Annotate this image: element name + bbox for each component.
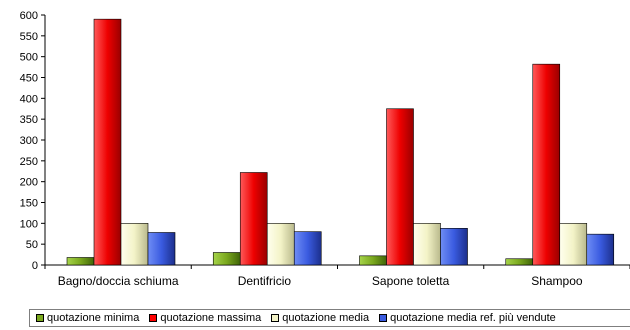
y-tick-label: 0 xyxy=(32,260,38,272)
legend-item: quotazione media ref. più vendute xyxy=(379,312,556,324)
x-category-label: Dentifricio xyxy=(238,274,292,288)
y-tick-label: 500 xyxy=(20,52,38,64)
legend-item: quotazione media xyxy=(271,312,369,324)
bar-quotazione-media-ref-pi-vendute-3 xyxy=(586,233,615,266)
x-category-label: Sapone toletta xyxy=(372,274,450,288)
y-tick-label: 400 xyxy=(20,93,38,105)
bar-quotazione-media-ref-pi-vendute-1 xyxy=(293,231,322,266)
bar-quotazione-minima-1 xyxy=(212,252,241,266)
y-tick-label: 550 xyxy=(20,31,38,43)
y-tick-label: 350 xyxy=(20,114,38,126)
bar-quotazione-media-ref-pi-vendute-0 xyxy=(147,232,176,266)
labels: 0 50 100 150 200 250 300 350 400 450 500 550 600 Bagn… xyxy=(20,10,583,288)
y-tick-label: 100 xyxy=(20,218,38,230)
bar-quotazione-minima-0 xyxy=(66,257,95,266)
bar-quotazione-media-ref-pi-vendute-2 xyxy=(440,228,468,266)
y-tick-label: 150 xyxy=(20,198,38,210)
legend-swatch xyxy=(36,314,44,322)
legend-item: quotazione minima xyxy=(36,312,139,324)
y-tick-label: 50 xyxy=(26,239,38,251)
legend-label: quotazione massima xyxy=(160,312,262,324)
y-tick-label: 300 xyxy=(20,135,38,147)
bar-quotazione-media-0 xyxy=(120,223,149,266)
legend-label: quotazione minima xyxy=(47,312,140,324)
legend-label: quotazione media xyxy=(282,312,370,324)
bars xyxy=(66,18,615,266)
y-tick-label: 450 xyxy=(20,73,38,85)
x-category-label: Shampoo xyxy=(531,274,583,288)
bar-quotazione-minima-3 xyxy=(505,258,534,266)
bar-quotazione-massima-2 xyxy=(386,108,414,266)
bar-quotazione-minima-2 xyxy=(359,255,387,266)
legend: quotazione minima quotazione massima quota… xyxy=(29,309,630,327)
legend-swatch xyxy=(149,314,158,322)
legend-swatch xyxy=(271,314,280,322)
bar-quotazione-massima-3 xyxy=(532,63,561,266)
bar-chart: 0 50 100 150 200 250 300 350 400 450 500 550 600 Bagn… xyxy=(20,10,630,288)
x-category-label: Bagno/doccia schiuma xyxy=(58,274,179,288)
bar-quotazione-massima-0 xyxy=(93,18,122,266)
y-tick-label: 200 xyxy=(20,177,38,189)
legend-label: quotazione media ref. più vendute xyxy=(390,312,556,324)
legend-item: quotazione massima xyxy=(149,312,261,324)
y-tick-label: 250 xyxy=(20,156,38,168)
bar-quotazione-media-1 xyxy=(266,223,295,266)
y-tick-label: 600 xyxy=(20,10,38,22)
legend-swatch xyxy=(379,314,388,322)
bar-quotazione-massima-1 xyxy=(239,172,268,266)
bar-quotazione-media-3 xyxy=(559,223,588,266)
bar-quotazione-media-2 xyxy=(413,223,441,266)
